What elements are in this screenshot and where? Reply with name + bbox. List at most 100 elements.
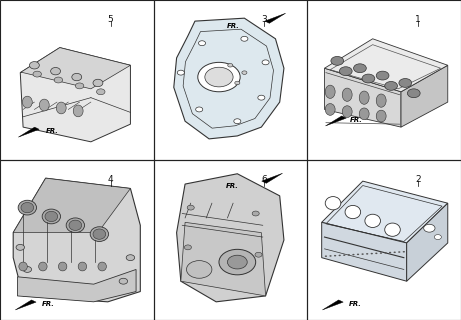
Bar	[307, 0, 461, 160]
Circle shape	[219, 249, 256, 275]
Ellipse shape	[376, 71, 389, 80]
Circle shape	[262, 60, 269, 65]
Circle shape	[334, 255, 336, 256]
Ellipse shape	[73, 105, 83, 117]
Ellipse shape	[21, 203, 34, 213]
Ellipse shape	[54, 77, 63, 83]
Ellipse shape	[93, 229, 106, 239]
Text: FR.: FR.	[41, 301, 54, 307]
Circle shape	[352, 254, 355, 255]
Polygon shape	[325, 39, 448, 92]
Circle shape	[389, 252, 391, 253]
Circle shape	[198, 62, 240, 92]
Ellipse shape	[331, 56, 343, 65]
Polygon shape	[15, 300, 36, 310]
Circle shape	[228, 63, 233, 67]
Circle shape	[199, 41, 206, 46]
Circle shape	[325, 255, 327, 257]
Circle shape	[394, 252, 396, 253]
Ellipse shape	[98, 262, 106, 271]
Ellipse shape	[18, 200, 36, 215]
Polygon shape	[322, 181, 448, 243]
Circle shape	[195, 107, 203, 112]
Circle shape	[234, 119, 241, 124]
Polygon shape	[13, 178, 130, 233]
Ellipse shape	[72, 73, 82, 81]
Ellipse shape	[339, 67, 352, 76]
Ellipse shape	[342, 88, 352, 101]
Bar	[0, 160, 154, 320]
Text: FR.: FR.	[227, 23, 240, 28]
Bar	[154, 0, 307, 160]
Ellipse shape	[354, 64, 366, 73]
Polygon shape	[18, 127, 39, 137]
Ellipse shape	[93, 79, 103, 87]
Circle shape	[384, 252, 387, 254]
Text: FR.: FR.	[349, 301, 361, 307]
Text: 2: 2	[415, 175, 421, 184]
Ellipse shape	[42, 209, 60, 224]
Ellipse shape	[325, 85, 335, 98]
Polygon shape	[325, 116, 346, 126]
Ellipse shape	[342, 106, 352, 117]
Circle shape	[227, 255, 247, 269]
Polygon shape	[262, 173, 283, 183]
Circle shape	[398, 251, 401, 253]
Ellipse shape	[19, 262, 27, 271]
Text: 5: 5	[108, 15, 113, 24]
Polygon shape	[181, 222, 266, 296]
Bar	[307, 0, 461, 160]
Bar	[154, 0, 307, 160]
Ellipse shape	[399, 78, 412, 87]
Polygon shape	[20, 48, 130, 89]
Ellipse shape	[96, 89, 105, 95]
Ellipse shape	[90, 227, 108, 242]
Circle shape	[242, 71, 247, 75]
Ellipse shape	[69, 220, 82, 230]
Circle shape	[205, 67, 233, 87]
Polygon shape	[20, 48, 130, 142]
Bar	[0, 0, 154, 160]
Ellipse shape	[56, 102, 66, 114]
Ellipse shape	[75, 83, 84, 89]
Polygon shape	[407, 203, 448, 281]
Circle shape	[235, 81, 240, 85]
Circle shape	[375, 252, 378, 254]
Circle shape	[403, 251, 405, 252]
Ellipse shape	[66, 218, 84, 233]
Circle shape	[177, 70, 184, 75]
Circle shape	[126, 255, 135, 260]
Circle shape	[361, 253, 364, 255]
Text: 6: 6	[261, 175, 267, 184]
Polygon shape	[325, 68, 401, 127]
Polygon shape	[322, 222, 407, 281]
Ellipse shape	[345, 205, 361, 219]
Bar	[307, 160, 461, 320]
Text: FR.: FR.	[350, 117, 363, 123]
Ellipse shape	[359, 108, 369, 120]
Circle shape	[119, 278, 128, 284]
Text: 3: 3	[261, 15, 267, 24]
Bar	[154, 160, 307, 320]
Polygon shape	[18, 269, 136, 302]
Circle shape	[366, 253, 368, 255]
Text: FR.: FR.	[46, 128, 59, 134]
Bar	[307, 160, 461, 320]
Polygon shape	[13, 178, 140, 302]
Ellipse shape	[376, 94, 386, 107]
Polygon shape	[401, 65, 448, 127]
Ellipse shape	[408, 89, 420, 98]
Bar	[0, 0, 154, 160]
Ellipse shape	[376, 110, 386, 122]
Polygon shape	[322, 300, 343, 310]
Bar	[154, 160, 307, 320]
Polygon shape	[265, 13, 286, 23]
Circle shape	[371, 253, 373, 254]
Polygon shape	[177, 174, 284, 302]
Ellipse shape	[365, 214, 380, 228]
Circle shape	[187, 205, 194, 210]
Ellipse shape	[45, 211, 58, 222]
Ellipse shape	[51, 68, 60, 75]
Ellipse shape	[23, 96, 32, 108]
Text: 4: 4	[108, 175, 113, 184]
